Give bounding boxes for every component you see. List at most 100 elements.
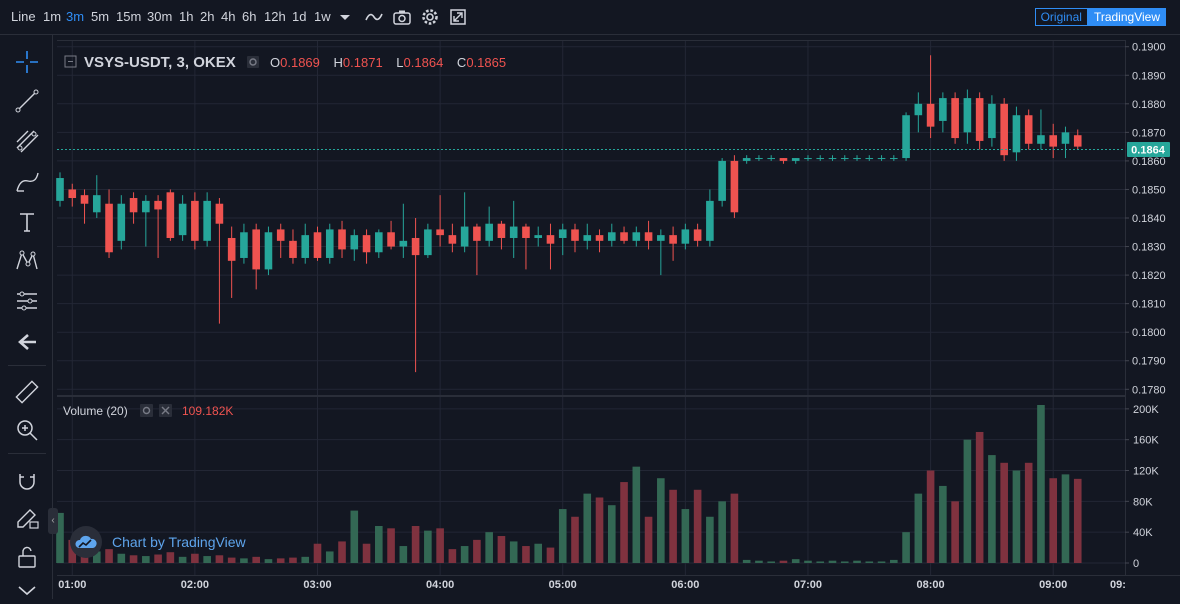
candle-body	[975, 98, 984, 141]
pattern-icon[interactable]	[14, 248, 40, 274]
fib-retracement-icon[interactable]	[14, 128, 40, 154]
ruler-icon[interactable]	[14, 379, 40, 405]
candle-body	[902, 115, 910, 159]
interval-5m[interactable]: 5m	[91, 9, 110, 24]
interval-dropdown-icon[interactable]	[335, 7, 355, 27]
volume-axis-label: 40K	[1133, 527, 1153, 539]
trend-line-icon[interactable]	[14, 88, 40, 114]
prediction-icon[interactable]	[14, 288, 40, 314]
price-axis-label: 0.1890	[1132, 70, 1166, 82]
interval-4h[interactable]: 4h	[221, 9, 236, 24]
interval-1w[interactable]: 1w	[314, 9, 331, 24]
tradingview-view-button[interactable]: TradingView	[1087, 8, 1166, 26]
candle-body	[252, 229, 260, 270]
text-tool-icon[interactable]	[14, 209, 40, 235]
chevron-down-icon[interactable]	[14, 578, 40, 604]
candle-body	[804, 158, 812, 160]
candle-body	[56, 178, 64, 201]
volume-bar	[105, 549, 113, 563]
candle-body	[1024, 115, 1033, 144]
indicators-icon[interactable]	[364, 7, 384, 27]
candle-body	[509, 226, 518, 238]
volume-axis-label: 0	[1133, 558, 1139, 570]
volume-bar	[142, 556, 150, 563]
arrow-left-icon[interactable]	[14, 329, 40, 355]
symbol-title: VSYS-USDT, 3, OKEX	[84, 54, 236, 71]
magnet-icon[interactable]	[14, 468, 40, 494]
interval-12h[interactable]: 12h	[264, 9, 286, 24]
volume-bar	[1049, 478, 1058, 563]
volume-bar	[546, 547, 555, 563]
candle-body	[755, 158, 763, 160]
time-axis-label: 09:00	[1039, 579, 1067, 591]
volume-bar	[375, 526, 383, 563]
candle-body	[191, 200, 199, 241]
volume-bar	[56, 512, 64, 563]
interval-15m[interactable]: 15m	[116, 9, 142, 24]
volume-value: 109.182K	[182, 404, 233, 418]
legend-settings-icon[interactable]	[247, 56, 259, 68]
fullscreen-icon[interactable]	[448, 7, 468, 27]
unlock-icon[interactable]	[14, 544, 40, 570]
volume-bar	[595, 497, 604, 563]
candle-body	[558, 229, 567, 238]
price-axis-label: 0.1870	[1132, 127, 1166, 139]
volume-bar	[890, 559, 898, 563]
interval-6h[interactable]: 6h	[242, 9, 257, 24]
collapse-legend-icon[interactable]	[64, 55, 77, 68]
candle-body	[117, 203, 126, 241]
candle-body	[264, 232, 273, 270]
gear-icon[interactable]	[420, 7, 440, 27]
time-axis-border	[57, 575, 1180, 576]
interval-30m[interactable]: 30m	[147, 9, 173, 24]
last-price-label: 0.1864	[1131, 144, 1166, 156]
interval-1h[interactable]: 1h	[179, 9, 194, 24]
volume-bar	[767, 561, 775, 563]
tradingview-watermark[interactable]: Chart by TradingView	[70, 526, 246, 558]
interval-2h[interactable]: 2h	[200, 9, 215, 24]
original-view-button[interactable]: Original	[1034, 8, 1088, 26]
volume-bar	[522, 546, 530, 563]
candle-body	[779, 158, 788, 161]
camera-icon[interactable]	[392, 7, 412, 27]
volume-bar	[154, 554, 162, 563]
pane-separator[interactable]	[57, 395, 1125, 397]
price-axis[interactable]: 0.1900 0.1890 0.1880 0.1870 0.1860 0.1850 0.18…	[1125, 42, 1166, 397]
brush-icon[interactable]	[14, 169, 40, 195]
volume-bar	[399, 546, 408, 563]
crosshair-icon[interactable]	[14, 49, 40, 75]
chart-type-line[interactable]: Line	[11, 9, 36, 24]
candle-body	[963, 98, 972, 133]
zoom-in-icon[interactable]	[14, 417, 40, 443]
candle-body	[362, 235, 371, 253]
volume-bar	[362, 543, 371, 563]
interval-3m[interactable]: 3m	[66, 9, 85, 24]
volume-settings-icon[interactable]	[140, 404, 153, 417]
price-axis-label: 0.1850	[1132, 184, 1166, 196]
volume-bar	[289, 557, 297, 563]
candle-body	[706, 200, 714, 241]
high-label: H	[334, 55, 343, 70]
volume-bar	[877, 561, 886, 563]
drawing-toolbar	[0, 35, 53, 599]
volume-axis[interactable]: 200K 160K 120K 80K 40K 0	[1125, 404, 1159, 570]
candle-body	[325, 229, 334, 258]
volume-close-icon[interactable]	[159, 404, 172, 417]
interval-1d[interactable]: 1d	[292, 9, 307, 24]
lock-drawing-icon[interactable]	[14, 505, 40, 531]
candle-body	[632, 232, 641, 241]
candle-body	[1049, 135, 1058, 147]
volume-bar	[975, 431, 984, 563]
volume-bar	[313, 543, 322, 563]
close-value: 0.1865	[466, 55, 506, 70]
candle-body	[951, 98, 959, 139]
volume-bar	[191, 553, 199, 563]
candle-body	[485, 223, 493, 241]
candle-body	[460, 226, 469, 247]
volume-bar	[902, 532, 910, 563]
collapse-toolbar-handle[interactable]: ‹	[48, 508, 58, 534]
candle-body	[411, 237, 420, 256]
time-axis[interactable]: 01:00 02:00 03:00 04:00 05:00 06:00 07:00 08:00…	[58, 579, 1126, 591]
interval-1m[interactable]: 1m	[43, 9, 62, 24]
